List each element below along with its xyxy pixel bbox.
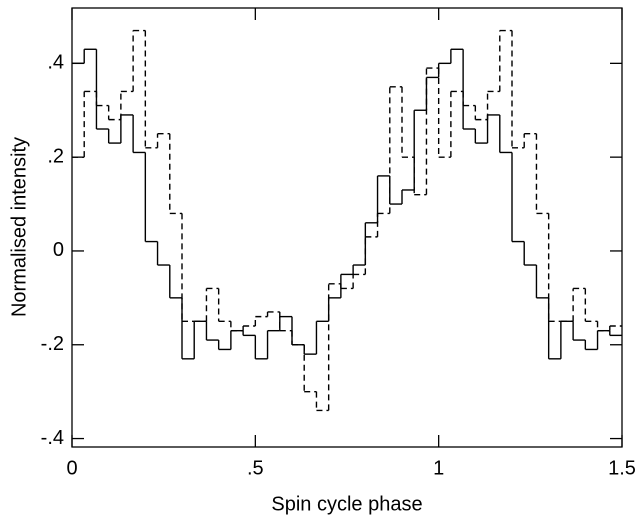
x-tick-label: 1.5 [608, 457, 636, 479]
plot-frame [71, 7, 623, 448]
y-tick-label: .4 [47, 52, 64, 74]
x-tick-label: 1 [433, 457, 444, 479]
x-tick-label: 0 [66, 457, 77, 479]
x-tick-label: .5 [247, 457, 264, 479]
y-tick-label: -.4 [41, 427, 64, 449]
y-tick-label: 0 [53, 239, 64, 261]
y-axis-title: Normalised intensity [8, 137, 30, 317]
x-axis-title: Spin cycle phase [271, 493, 422, 515]
y-tick-label: .2 [47, 145, 64, 167]
y-tick-label: -.2 [41, 333, 64, 355]
